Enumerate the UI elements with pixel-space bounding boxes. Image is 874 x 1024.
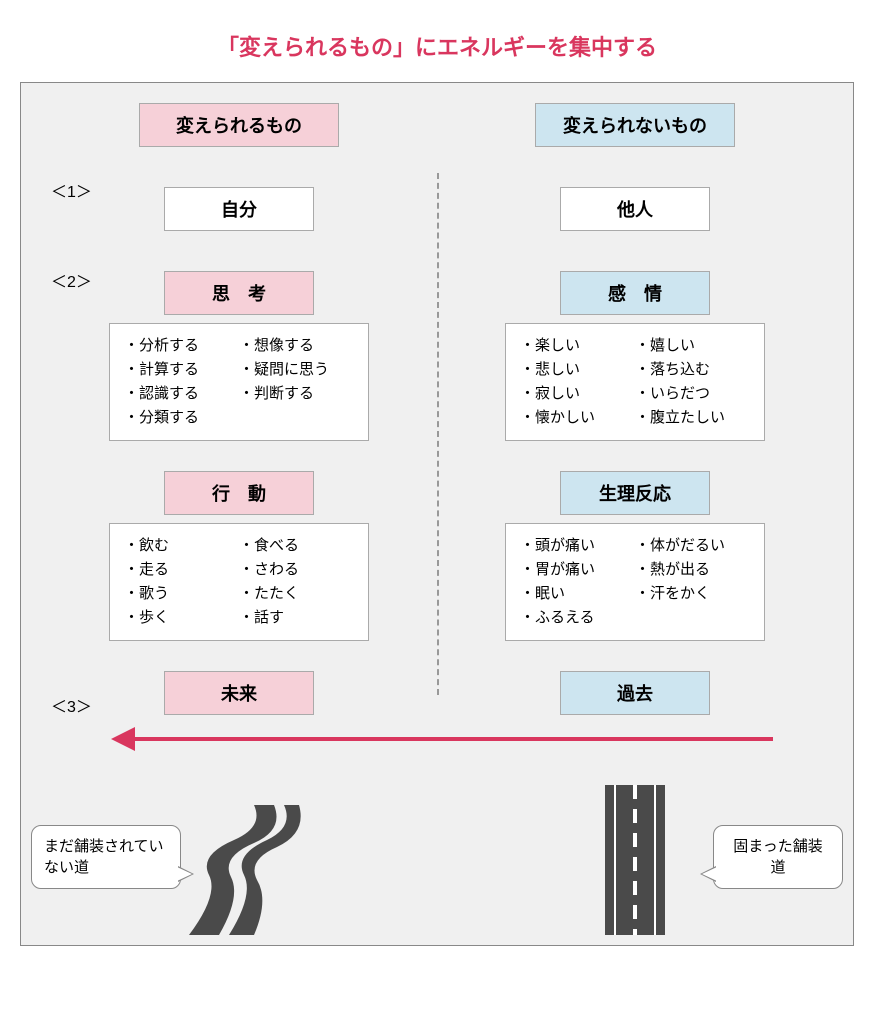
list-item: ・歩く [124, 606, 239, 630]
right-row2-list: ・楽しい・悲しい・寂しい・懐かしい ・嬉しい・落ち込む・いらだつ・腹立たしい [505, 323, 765, 441]
left-row4-box: 未来 [164, 671, 314, 715]
list-item: ・汗をかく [635, 582, 750, 606]
winding-road-icon [159, 785, 319, 935]
list-item: ・飲む [124, 534, 239, 558]
list-item: ・認識する [124, 382, 239, 406]
right-road-block: 固まった舗装道 [437, 785, 833, 935]
list-col: ・想像する・疑問に思う・判断する [239, 334, 354, 430]
right-row2-title: 感 情 [560, 271, 710, 315]
right-row3-title: 生理反応 [560, 471, 710, 515]
list-col: ・嬉しい・落ち込む・いらだつ・腹立たしい [635, 334, 750, 430]
right-row3-list: ・頭が痛い・胃が痛い・眠い・ふるえる ・体がだるい・熱が出る・汗をかく [505, 523, 765, 641]
list-item: ・分析する [124, 334, 239, 358]
left-row1-box: 自分 [164, 187, 314, 231]
page-title: 「変えられるもの」にエネルギーを集中する [0, 0, 874, 82]
center-divider [437, 173, 439, 695]
list-item: ・胃が痛い [520, 558, 635, 582]
list-item: ・たたく [239, 582, 354, 606]
list-item: ・嬉しい [635, 334, 750, 358]
list-item: ・熱が出る [635, 558, 750, 582]
list-item: ・頭が痛い [520, 534, 635, 558]
left-row2-list: ・分析する・計算する・認識する・分類する ・想像する・疑問に思う・判断する [109, 323, 369, 441]
list-item: ・寂しい [520, 382, 635, 406]
left-column: 変えられるもの 自分 思 考 ・分析する・計算する・認識する・分類する ・想像す… [41, 103, 437, 715]
list-item: ・さわる [239, 558, 354, 582]
list-item: ・歌う [124, 582, 239, 606]
left-row3-title: 行 動 [164, 471, 314, 515]
columns: 変えられるもの 自分 思 考 ・分析する・計算する・認識する・分類する ・想像す… [41, 103, 833, 715]
left-speech-bubble: まだ舗装されていない道 [31, 825, 181, 889]
arrow-head-icon [111, 727, 135, 751]
list-item: ・いらだつ [635, 382, 750, 406]
list-col: ・食べる・さわる・たたく・話す [239, 534, 354, 630]
right-header: 変えられないもの [535, 103, 735, 147]
list-item: ・想像する [239, 334, 354, 358]
roads-row: まだ舗装されていない道 固まった舗装道 [41, 775, 833, 935]
arrow [101, 725, 773, 765]
list-item: ・話す [239, 606, 354, 630]
list-col: ・飲む・走る・歌う・歩く [124, 534, 239, 630]
list-item: ・走る [124, 558, 239, 582]
list-item: ・判断する [239, 382, 354, 406]
list-item: ・悲しい [520, 358, 635, 382]
list-col: ・楽しい・悲しい・寂しい・懐かしい [520, 334, 635, 430]
list-item: ・懐かしい [520, 406, 635, 430]
list-item: ・楽しい [520, 334, 635, 358]
list-item: ・分類する [124, 406, 239, 430]
main-container: ＜1＞ ＜2＞ ＜3＞ 変えられるもの 自分 思 考 ・分析する・計算する・認識… [20, 82, 854, 946]
list-item: ・ふるえる [520, 606, 635, 630]
right-speech-bubble: 固まった舗装道 [713, 825, 843, 889]
list-col: ・頭が痛い・胃が痛い・眠い・ふるえる [520, 534, 635, 630]
right-row1-box: 他人 [560, 187, 710, 231]
left-row2-title: 思 考 [164, 271, 314, 315]
right-row4-box: 過去 [560, 671, 710, 715]
list-item: ・食べる [239, 534, 354, 558]
right-road-label: 固まった舗装道 [733, 838, 822, 876]
left-road-block: まだ舗装されていない道 [41, 785, 437, 935]
speech-tail-icon [178, 866, 194, 882]
list-col: ・体がだるい・熱が出る・汗をかく [635, 534, 750, 630]
list-item: ・腹立たしい [635, 406, 750, 430]
list-item: ・落ち込む [635, 358, 750, 382]
speech-tail-icon [700, 866, 716, 882]
left-row3-list: ・飲む・走る・歌う・歩く ・食べる・さわる・たたく・話す [109, 523, 369, 641]
list-item: ・疑問に思う [239, 358, 354, 382]
list-col: ・分析する・計算する・認識する・分類する [124, 334, 239, 430]
left-road-label: まだ舗装されていない道 [44, 838, 164, 876]
right-column: 変えられないもの 他人 感 情 ・楽しい・悲しい・寂しい・懐かしい ・嬉しい・落… [437, 103, 833, 715]
list-item: ・体がだるい [635, 534, 750, 558]
list-item: ・計算する [124, 358, 239, 382]
list-item: ・眠い [520, 582, 635, 606]
arrow-line [131, 737, 773, 741]
straight-road-icon [585, 785, 685, 935]
left-header: 変えられるもの [139, 103, 339, 147]
